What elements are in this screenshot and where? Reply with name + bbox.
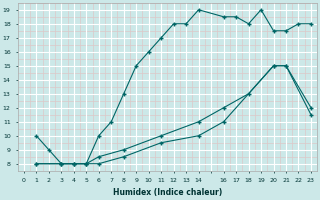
X-axis label: Humidex (Indice chaleur): Humidex (Indice chaleur) bbox=[113, 188, 222, 197]
